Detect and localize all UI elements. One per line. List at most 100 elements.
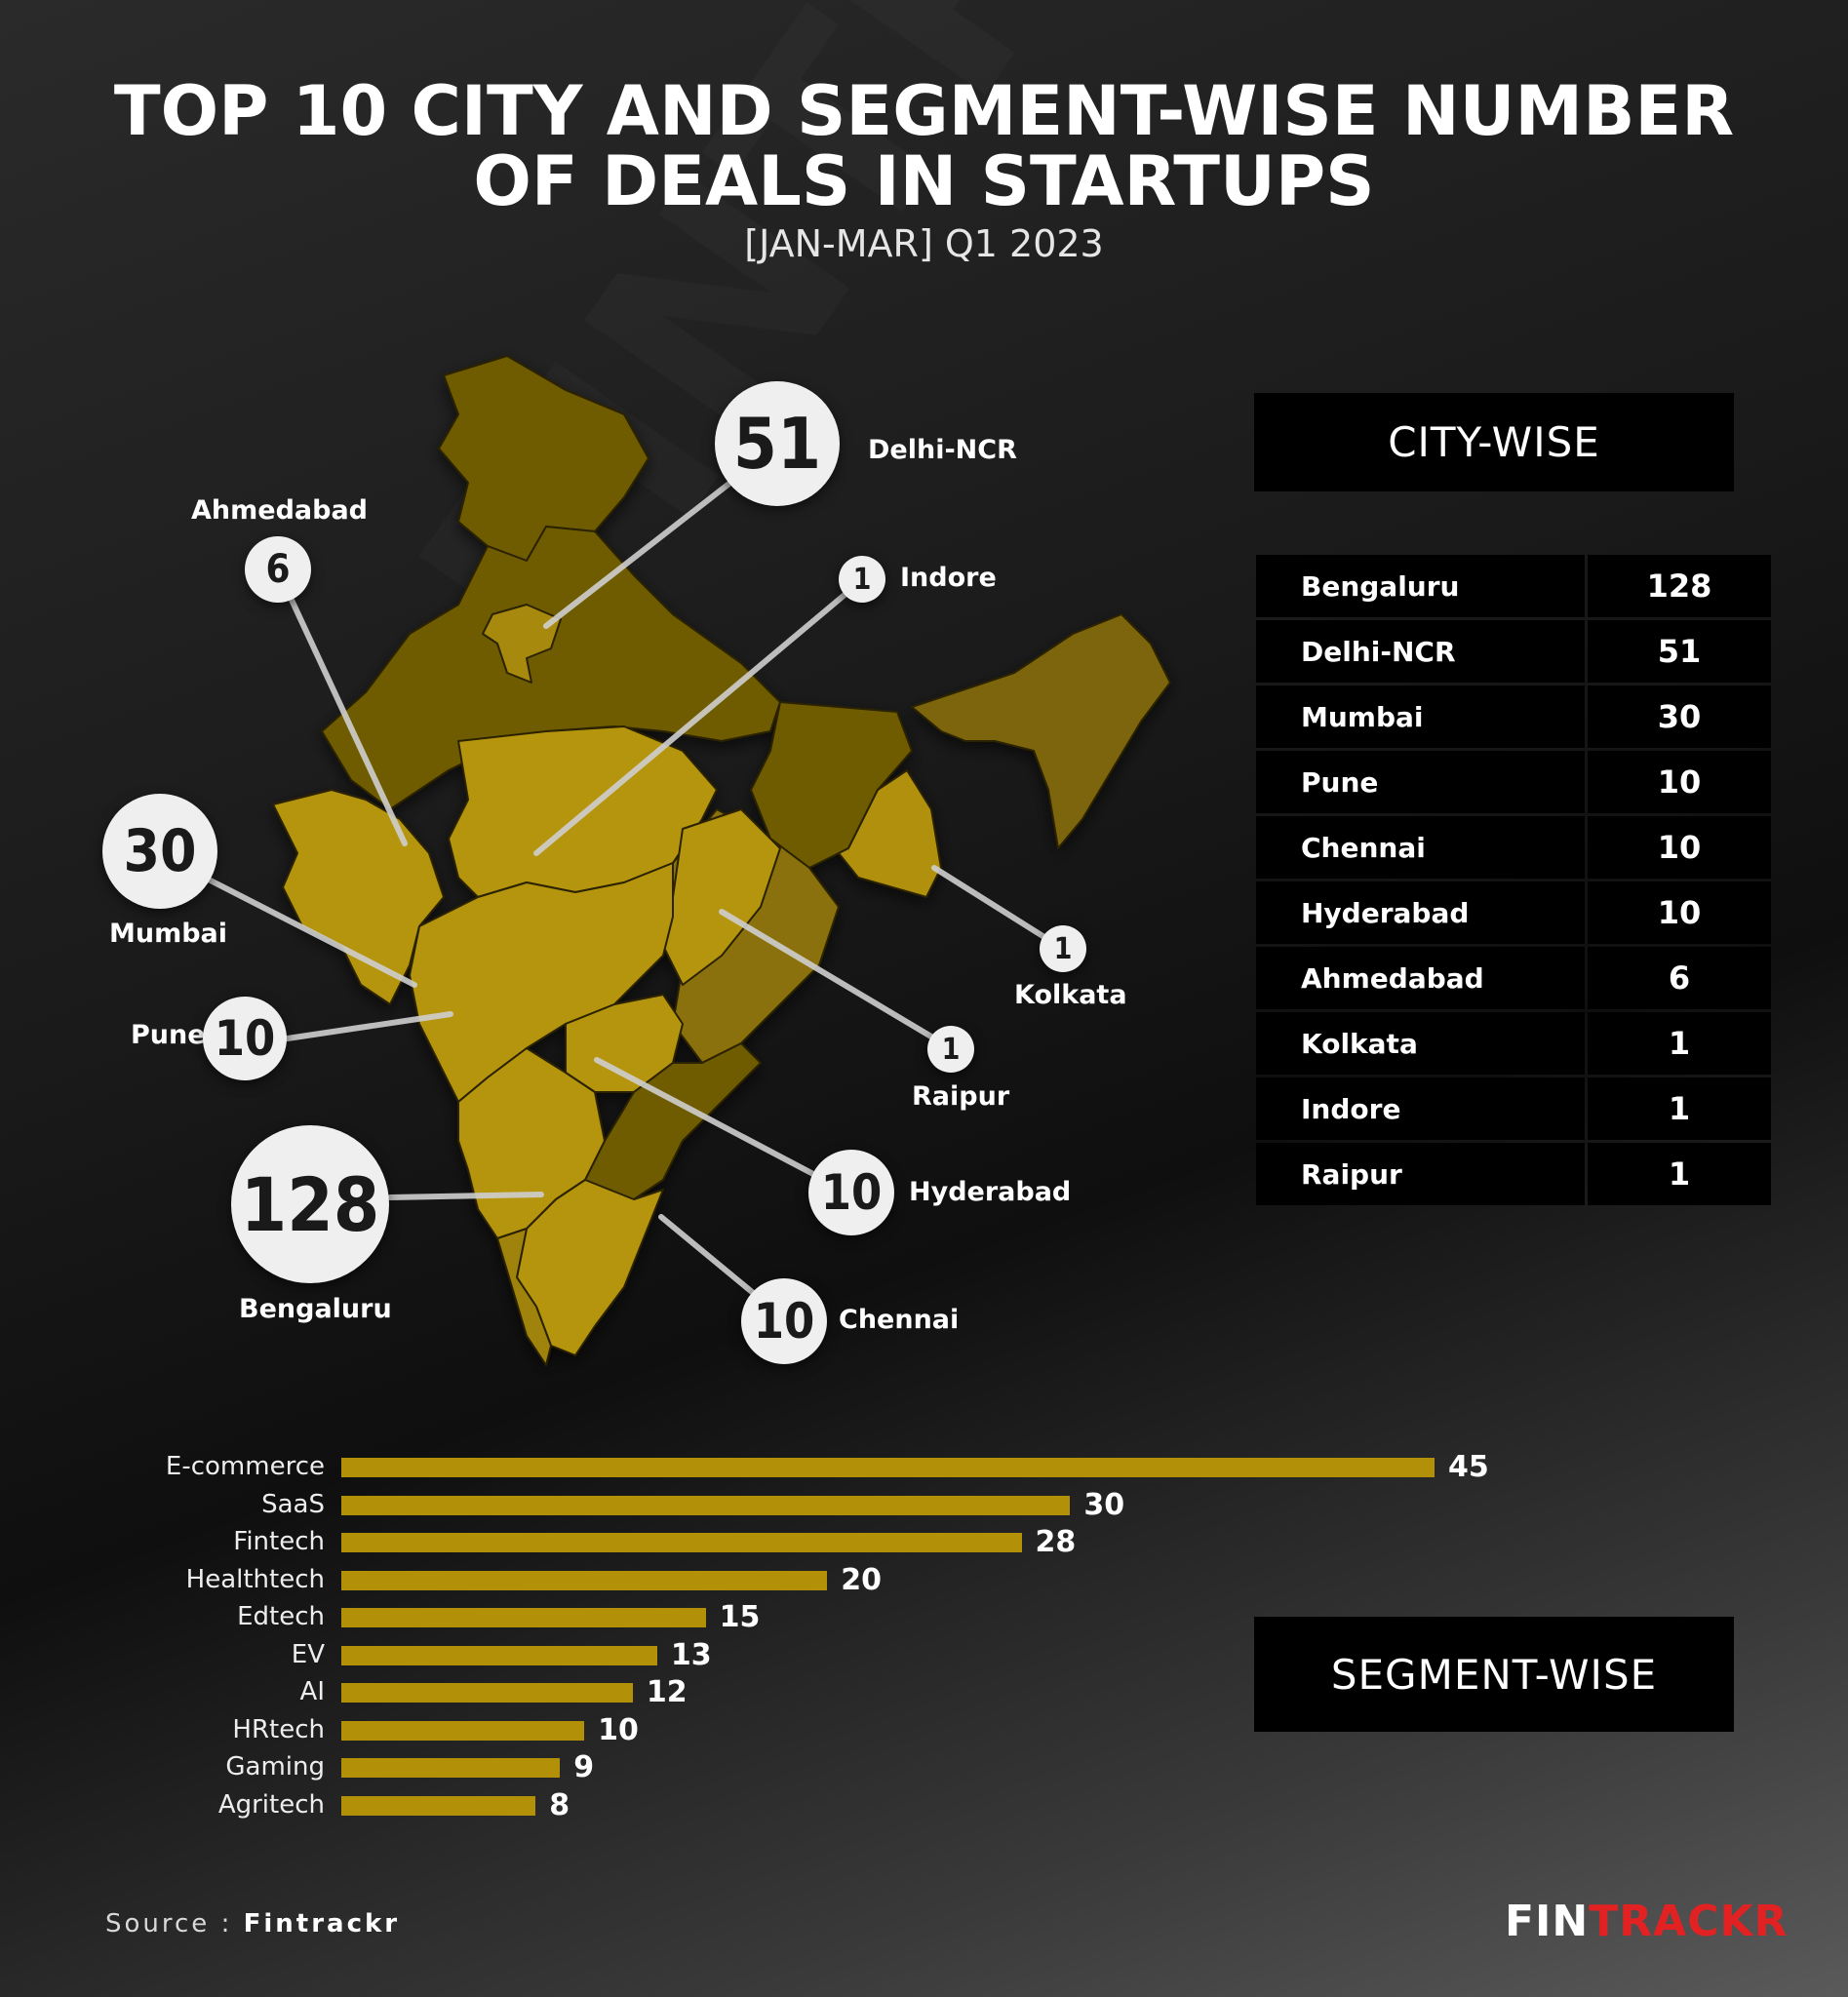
bar-category-label: EV [291,1639,325,1669]
bar-value-label: 20 [841,1562,882,1597]
table-row: Pune 10 [1256,751,1771,813]
bubble-ahmedabad: 6 [245,536,311,603]
bar [341,1458,1435,1477]
label-indore: Indore [900,563,997,593]
city-value-cell: 6 [1588,947,1771,1009]
bar-category-label: Gaming [225,1752,325,1782]
bar-row: Gaming 9 [0,1748,1848,1785]
bar-row: E-commerce 45 [0,1448,1848,1485]
city-wise-header: CITY-WISE [1254,393,1734,491]
region-bengal [838,769,942,898]
city-value-cell: 30 [1588,685,1771,748]
label-chennai: Chennai [839,1305,960,1335]
region-kerala [496,1228,552,1366]
leader-delhi [543,473,742,629]
bar-value-label: 13 [670,1637,712,1672]
india-map-shape [202,355,1171,1366]
bar-category-label: Agritech [217,1789,325,1820]
bar-row: Healthtech 20 [0,1561,1848,1598]
table-row: Raipur 1 [1256,1143,1771,1205]
bar-value-label: 15 [719,1600,761,1634]
bar-value-label: 10 [598,1712,639,1747]
bubble-chennai: 10 [741,1278,827,1364]
city-value-cell: 51 [1588,620,1771,683]
bar-category-label: E-commerce [165,1452,325,1481]
bar-row: AI 12 [0,1673,1848,1710]
title-line-2: OF DEALS IN STARTUPS [473,141,1375,221]
logo-fin: FIN [1505,1897,1590,1946]
city-value-cell: 1 [1588,1077,1771,1140]
bubble-pune: 10 [203,997,287,1080]
bar [341,1533,1022,1552]
city-name-cell: Raipur [1256,1143,1585,1205]
leader-ahmedabad [275,568,408,846]
city-name-cell: Mumbai [1256,685,1585,748]
bar-row: SaaS 30 [0,1486,1848,1523]
bar [341,1608,706,1627]
label-raipur: Raipur [912,1081,1010,1112]
table-row: Delhi-NCR 51 [1256,620,1771,683]
source-note: Source : Fintrackr [105,1909,400,1938]
bar-value-label: 45 [1448,1450,1489,1484]
bar-value-label: 8 [549,1787,570,1822]
leader-hyderabad [594,1057,851,1195]
leader-pune [278,1011,453,1042]
bar [341,1495,1071,1515]
city-value-cell: 10 [1588,816,1771,879]
bubble-delhi: 51 [715,381,840,506]
table-row: Mumbai 30 [1256,685,1771,748]
label-delhi: Delhi-NCR [868,435,1017,465]
bar-category-label: Edtech [237,1602,325,1631]
bubble-kolkata: 1 [1040,925,1086,972]
bar-value-label: 12 [646,1675,688,1709]
city-value-cell: 128 [1588,555,1771,617]
label-bengaluru: Bengaluru [239,1294,392,1324]
city-name-cell: Chennai [1256,816,1585,879]
title-line-1: TOP 10 CITY AND SEGMENT-WISE NUMBER [113,71,1735,151]
city-name-cell: Indore [1256,1077,1585,1140]
city-value-cell: 10 [1588,881,1771,944]
leader-bengaluru [387,1192,544,1200]
leader-indore [533,577,865,856]
bar-category-label: Fintech [233,1527,325,1556]
city-value-cell: 10 [1588,751,1771,813]
leader-raipur [719,909,954,1051]
bar [341,1645,657,1665]
city-name-cell: Hyderabad [1256,881,1585,944]
india-map: 51 Delhi-NCR Ahmedabad 6 1 Indore 30 Mum… [0,322,1219,1394]
leader-kolkata [931,865,1066,952]
region-delhi [482,604,562,684]
region-northeast [911,613,1171,849]
city-wise-table: Bengaluru 128 Delhi-NCR 51 Mumbai 30 Pune 10 Che… [1253,552,1774,1208]
bar-value-label: 9 [573,1750,595,1784]
city-value-cell: 1 [1588,1012,1771,1075]
fintrackr-logo: FINTRACKR [1505,1897,1788,1946]
city-name-cell: Pune [1256,751,1585,813]
table-row: Ahmedabad 6 [1256,947,1771,1009]
page-subtitle: [JAN-MAR] Q1 2023 [744,222,1104,265]
bar-value-label: 28 [1035,1525,1077,1559]
bubble-raipur: 1 [927,1026,974,1073]
table-row: Chennai 10 [1256,816,1771,879]
label-hyderabad: Hyderabad [909,1177,1072,1207]
bar [341,1795,536,1816]
segment-wise-header: SEGMENT-WISE [1254,1617,1734,1732]
table-row: Bengaluru 128 [1256,555,1771,617]
bar-category-label: HRtech [232,1714,325,1744]
bar-row: Edtech 15 [0,1598,1848,1635]
city-name-cell: Ahmedabad [1256,947,1585,1009]
table-row: Indore 1 [1256,1077,1771,1140]
bar [341,1570,828,1590]
bar-row: EV 13 [0,1636,1848,1673]
bar-value-label: 30 [1083,1487,1125,1522]
segment-bar-chart: E-commerce 45 SaaS 30 Fintech 28 Healthtech 20 E… [0,1448,1848,1822]
logo-track: TRACKR [1589,1897,1789,1946]
bubble-hyderabad: 10 [808,1150,894,1235]
label-pune: Pune [131,1020,206,1050]
page-title: TOP 10 CITY AND SEGMENT-WISE NUMBER OF D… [0,76,1848,216]
leader-mumbai [202,875,417,988]
bar-row: HRtech 10 [0,1711,1848,1748]
city-name-cell: Kolkata [1256,1012,1585,1075]
leader-lines [202,473,1066,1322]
bar-row: Agritech 8 [0,1786,1848,1823]
